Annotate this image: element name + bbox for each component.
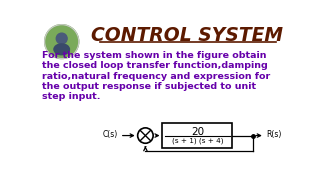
Text: R(s): R(s) (266, 130, 282, 139)
Text: For the system shown in the figure obtain: For the system shown in the figure obtai… (42, 51, 266, 60)
Text: ratio,natural frequency and expression for: ratio,natural frequency and expression f… (42, 72, 270, 81)
Text: C(s): C(s) (102, 130, 117, 139)
Text: 20: 20 (191, 127, 204, 137)
Text: the closed loop transfer function,damping: the closed loop transfer function,dampin… (42, 61, 267, 70)
Text: step input.: step input. (42, 93, 100, 102)
Text: CONTROL SYSTEM: CONTROL SYSTEM (91, 26, 283, 45)
Circle shape (56, 33, 67, 44)
Text: the output response if subjected to unit: the output response if subjected to unit (42, 82, 256, 91)
Bar (163, 123, 232, 148)
Text: -: - (143, 143, 146, 152)
Circle shape (45, 25, 79, 59)
Ellipse shape (54, 44, 69, 55)
Text: (s + 1) (s + 4): (s + 1) (s + 4) (172, 138, 223, 144)
